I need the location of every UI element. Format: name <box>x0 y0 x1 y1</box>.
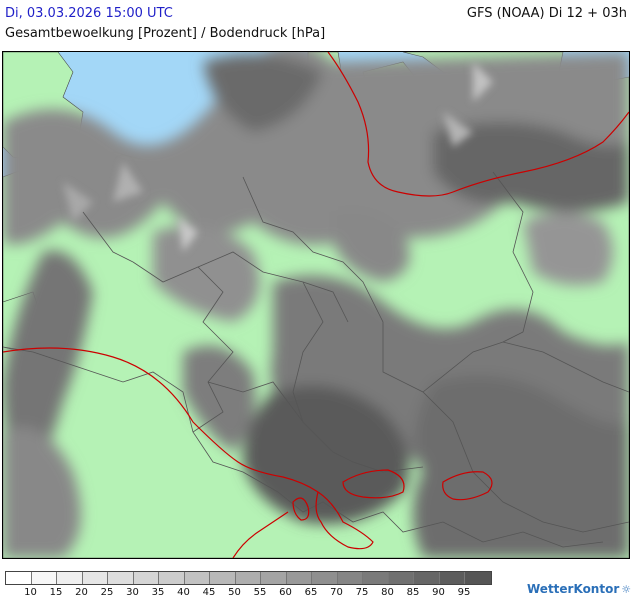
map-subtitle: Gesamtbewoelkung [Prozent] / Bodendruck … <box>5 26 326 41</box>
legend-tick-label: 30 <box>126 587 139 598</box>
legend-swatch <box>286 572 312 584</box>
legend-tick-label: 90 <box>432 587 445 598</box>
legend-swatch <box>337 572 363 584</box>
legend-swatch <box>388 572 414 584</box>
legend-tick-label: 45 <box>202 587 216 598</box>
valid-datetime: Di, 03.03.2026 15:00 UTC <box>5 6 173 21</box>
legend-tick-label: 25 <box>100 587 114 598</box>
cloud-cover-detail <box>63 62 493 252</box>
legend-tick-label: 60 <box>279 587 292 598</box>
legend-tick-label: 50 <box>228 587 241 598</box>
legend-tick-label: 85 <box>406 587 420 598</box>
legend-swatch <box>465 572 491 584</box>
color-scale-labels: 10 15 20 25 30 35 40 45 50 55 60 65 70 75 80 85 90 95 <box>5 587 499 599</box>
legend-tick-label: 65 <box>304 587 318 598</box>
legend-swatch <box>108 572 134 584</box>
legend-tick-label: 35 <box>151 587 165 598</box>
legend-swatch <box>159 572 185 584</box>
sun-logo-icon: ☼ <box>621 583 632 596</box>
isobars <box>3 52 629 558</box>
country-borders <box>3 171 629 548</box>
legend-swatch <box>363 572 389 584</box>
legend-tick-label: 70 <box>330 587 343 598</box>
legend-swatch <box>31 572 57 584</box>
model-run: GFS (NOAA) Di 12 + 03h <box>466 6 627 21</box>
legend-tick-label: 15 <box>49 587 63 598</box>
legend-swatch <box>414 572 440 584</box>
legend-swatch <box>235 572 261 584</box>
legend-swatch <box>184 572 210 584</box>
legend-tick-label: 95 <box>457 587 471 598</box>
legend-tick-label: 20 <box>75 587 88 598</box>
color-scale <box>5 571 492 585</box>
brand-logo: WetterKontor ☼ <box>527 582 631 596</box>
legend-swatch <box>312 572 338 584</box>
legend-swatch <box>439 572 465 584</box>
legend-swatch <box>57 572 83 584</box>
cloud-cover-map <box>2 51 630 559</box>
legend-swatch <box>133 572 159 584</box>
cloud-cover-field <box>3 52 629 558</box>
legend-tick-label: 55 <box>253 587 267 598</box>
legend-swatch <box>6 572 32 584</box>
brand-name: WetterKontor <box>527 582 620 596</box>
legend-swatch <box>261 572 287 584</box>
legend-tick-label: 80 <box>381 587 394 598</box>
legend-tick-label: 75 <box>355 587 369 598</box>
legend-tick-label: 40 <box>177 587 190 598</box>
legend-swatch <box>82 572 108 584</box>
legend-swatch <box>210 572 236 584</box>
legend-tick-label: 10 <box>24 587 37 598</box>
